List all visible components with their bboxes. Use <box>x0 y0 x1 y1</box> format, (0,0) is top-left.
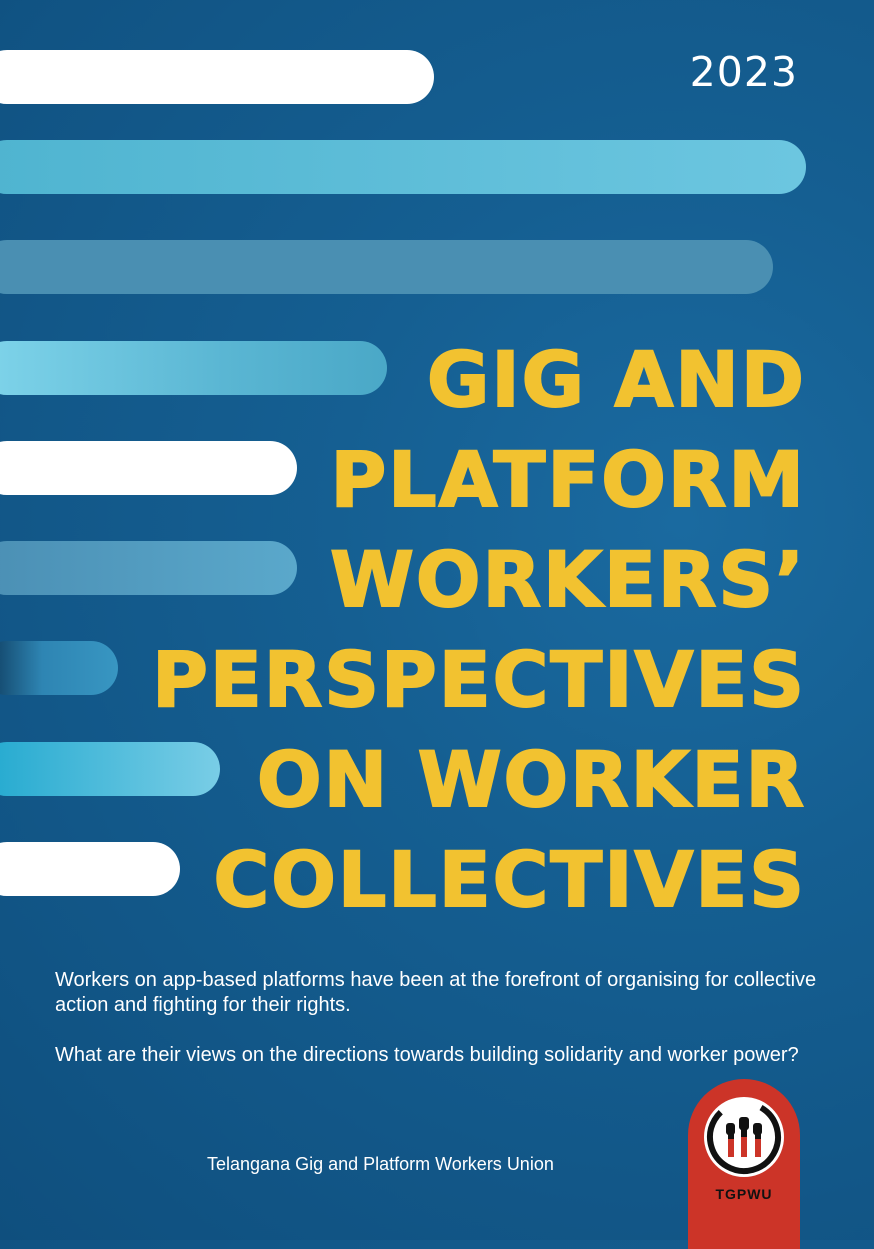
title-line-5: ON WORKER <box>256 734 806 825</box>
publication-year: 2023 <box>689 48 798 96</box>
decorative-bar-3 <box>0 240 773 294</box>
title-line-2: PLATFORM <box>329 434 806 525</box>
decorative-bar-6 <box>0 541 297 595</box>
title-line-6: COLLECTIVES <box>212 834 806 925</box>
decorative-bar-5 <box>0 441 297 495</box>
decorative-bar-8 <box>0 742 220 796</box>
decorative-bar-7 <box>0 641 118 695</box>
decorative-bar-1 <box>0 50 434 104</box>
decorative-bar-9 <box>0 842 180 896</box>
cover-title: GIG AND PLATFORM WORKERS’ PERSPECTIVES O… <box>46 330 806 930</box>
title-line-1: GIG AND <box>426 334 806 425</box>
decorative-bar-4 <box>0 341 387 395</box>
description-paragraph-1: Workers on app-based platforms have been… <box>55 969 817 1016</box>
raised-fists-icon <box>704 1097 784 1177</box>
decorative-bar-2 <box>0 140 806 194</box>
description-paragraph-2: What are their views on the directions t… <box>55 1044 799 1066</box>
title-line-3: WORKERS’ <box>329 534 806 625</box>
tgpwu-logo: TGPWU <box>688 1079 800 1249</box>
publisher-name: Telangana Gig and Platform Workers Union <box>207 1154 554 1174</box>
logo-text: TGPWU <box>715 1186 773 1202</box>
title-line-4: PERSPECTIVES <box>151 634 806 725</box>
